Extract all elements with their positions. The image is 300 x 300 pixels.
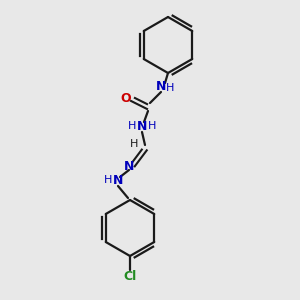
Text: H: H [104, 175, 112, 185]
Text: N: N [156, 80, 166, 94]
Text: H: H [166, 83, 174, 93]
Text: O: O [121, 92, 131, 104]
Text: H: H [130, 139, 138, 149]
Text: H: H [148, 121, 156, 131]
Text: H: H [128, 121, 136, 131]
Text: N: N [113, 175, 123, 188]
Text: Cl: Cl [123, 271, 136, 284]
Text: N: N [124, 160, 134, 172]
Text: N: N [137, 121, 147, 134]
